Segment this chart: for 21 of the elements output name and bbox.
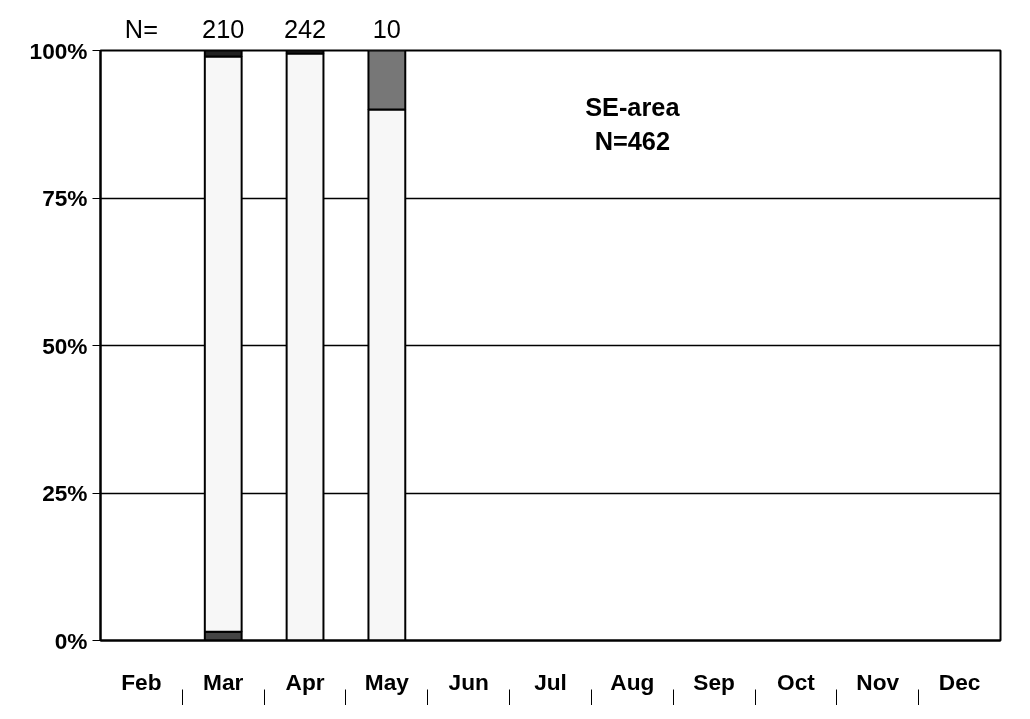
text: N= bbox=[124, 14, 158, 43]
y-tick-label: 75% bbox=[42, 185, 88, 211]
text: 242 bbox=[283, 14, 327, 43]
y-tick-label: 100% bbox=[29, 37, 88, 64]
x-tick-label: Apr bbox=[285, 668, 325, 695]
x-tick-label: Mar bbox=[203, 668, 244, 695]
x-tick-label: Feb bbox=[121, 668, 162, 695]
x-tick-label: Nov bbox=[856, 668, 900, 695]
annotation: SE-area N=462 bbox=[585, 93, 681, 156]
y-tick-label: 0% bbox=[54, 627, 88, 654]
x-tick-label: Aug bbox=[610, 668, 655, 695]
x-tick-label: Sep bbox=[693, 668, 735, 695]
x-tick-label: Jul bbox=[534, 668, 567, 695]
text: 210 bbox=[202, 14, 245, 43]
x-tick-label: Jun bbox=[448, 668, 489, 695]
y-tick-label: 25% bbox=[42, 480, 88, 506]
x-tick-label: May bbox=[364, 668, 410, 695]
x-tick-label: Dec bbox=[938, 668, 981, 695]
y-tick-label: 50% bbox=[42, 332, 88, 359]
text: 10 bbox=[372, 14, 401, 43]
x-tick-label: Oct bbox=[777, 668, 816, 695]
